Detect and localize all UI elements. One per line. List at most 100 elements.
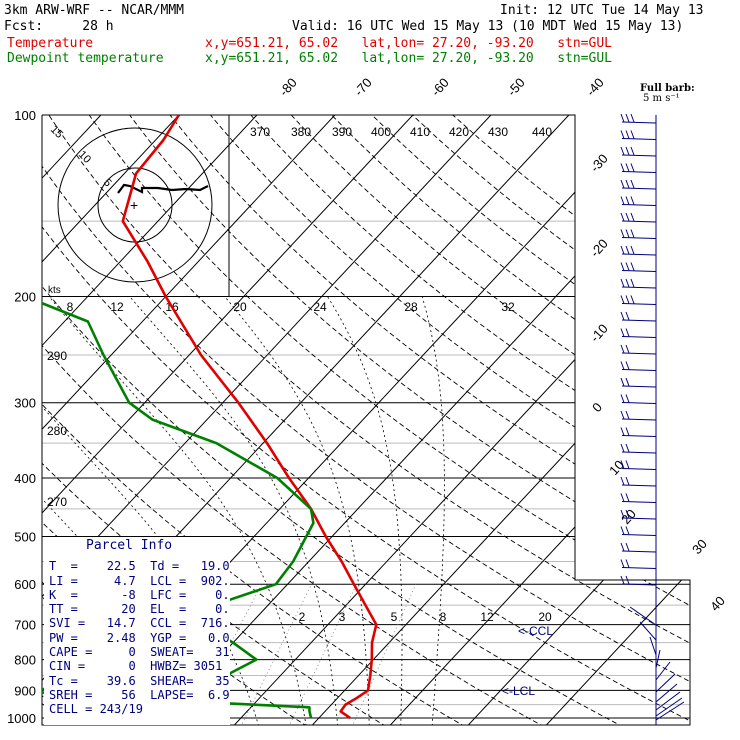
hodograph-ring-label: 15	[48, 124, 65, 141]
theta-label: 440	[532, 125, 552, 139]
parcel-info-row: CAPE = 0 SWEAT= 31	[49, 645, 230, 660]
mixing-ratio-label: 12	[480, 610, 494, 624]
theta-label: 370	[250, 125, 270, 139]
init-time: Init: 12 UTC Tue 14 May 13	[500, 3, 704, 18]
hodograph-speed-label: 28	[404, 300, 418, 314]
isotherm-label: -80	[276, 75, 300, 99]
wind-barb	[649, 636, 657, 656]
hodograph-center: +	[130, 197, 138, 213]
wind-barb	[620, 493, 657, 503]
theta-label: 390	[332, 125, 352, 139]
mixing-ratio-line	[349, 584, 417, 725]
ccl-annotation: <-CCL	[518, 624, 553, 638]
isotherm-line	[42, 115, 336, 725]
dry-adiabat-line	[42, 115, 552, 725]
hodograph-speed-label: 12	[110, 300, 124, 314]
wind-barb	[629, 606, 657, 626]
mixing-ratio-label: 20	[538, 610, 552, 624]
hodograph-unit-label: kts	[48, 285, 61, 296]
isotherm-line	[42, 115, 180, 725]
moist-adiabat-line	[327, 296, 403, 725]
theta-side-label: 280	[47, 424, 67, 438]
theta-label: 380	[291, 125, 311, 139]
wind-barb	[620, 344, 657, 355]
wind-barb	[655, 701, 685, 721]
theta-label: 420	[449, 125, 469, 139]
wind-barb	[620, 163, 657, 173]
isotherm-line	[150, 115, 690, 725]
theta-side-label: 290	[47, 349, 67, 363]
isotherm-label: -50	[504, 75, 528, 99]
isotherm-label: 40	[707, 593, 728, 614]
wind-barb	[620, 196, 657, 206]
pressure-label: 300	[14, 396, 36, 411]
legend-dewpoint-info: x,y=651.21, 65.02 lat,lon= 27.20, -93.20…	[205, 51, 612, 66]
pressure-label: 200	[14, 290, 36, 305]
dry-adiabat-line	[129, 115, 690, 725]
valid-time: Valid: 16 UTC Wed 15 May 13 (10 MDT Wed …	[292, 19, 684, 34]
dry-adiabat-line	[250, 115, 690, 725]
barb-scale-title: Full barb:	[640, 83, 695, 94]
temperature-trace	[121, 115, 378, 720]
wind-barb	[655, 691, 681, 711]
hodograph-speed-label: 24	[313, 300, 327, 314]
hodograph-ring-label: 10	[76, 149, 93, 166]
isotherm-label: 0	[589, 400, 605, 415]
wind-barb	[620, 427, 657, 437]
mixing-ratio-label: 3	[339, 610, 346, 624]
wind-barb	[639, 621, 657, 641]
wind-barb	[620, 460, 657, 470]
parcel-info-row: PW = 2.48 YGP = 0.0	[49, 630, 230, 645]
parcel-info-panel: Parcel Info T = 22.5 Td = 19.0 LI = 4.7 L…	[44, 537, 230, 725]
isotherm-label: -40	[583, 75, 607, 99]
legend-temperature-label: Temperature	[7, 36, 94, 51]
wind-barb	[620, 509, 657, 520]
legend-dewpoint-label: Dewpoint temperature	[7, 51, 164, 66]
wind-barb	[620, 245, 657, 256]
parcel-info-row: CIN = 0 HWBZ= 3051	[49, 659, 223, 674]
parcel-info-row: SVI = 14.7 CCL = 716.	[49, 616, 230, 631]
wind-barb	[620, 113, 657, 124]
dry-adiabat-line	[42, 115, 631, 725]
wind-barb	[620, 542, 657, 553]
hodograph-speed-label: 20	[233, 300, 247, 314]
wind-barb	[620, 179, 657, 190]
wind-barb	[655, 649, 661, 669]
wind-barb	[620, 443, 657, 454]
parcel-info-title: Parcel Info	[86, 538, 173, 553]
wind-barb	[620, 526, 657, 536]
moist-adiabat-line	[421, 296, 445, 725]
hodograph-ring	[57, 127, 213, 283]
legend-temperature-info: x,y=651.21, 65.02 lat,lon= 27.20, -93.20…	[205, 36, 612, 51]
dry-adiabat-line	[42, 115, 473, 725]
mixing-ratio-line	[238, 584, 312, 725]
dry-adiabat-line	[371, 115, 690, 725]
mixing-ratio-label: 8	[440, 610, 447, 624]
wind-barb	[620, 130, 657, 140]
wind-barb	[620, 311, 657, 322]
pressure-label: 800	[14, 653, 36, 668]
isotherm-line	[462, 115, 690, 725]
parcel-info-row: Tc = 39.6 SHEAR= 35	[49, 673, 230, 688]
wind-barb	[620, 575, 657, 586]
wind-barb	[655, 697, 683, 717]
pressure-label: 900	[14, 683, 36, 698]
isotherm-line	[42, 115, 258, 725]
isotherm-label: -60	[428, 75, 452, 99]
isotherm-label: -70	[351, 75, 375, 99]
wind-barb	[620, 377, 657, 388]
dry-adiabat-line	[42, 115, 690, 725]
isotherm-line	[228, 115, 690, 725]
wind-barb	[655, 683, 678, 703]
barb-scale-unit: 5 m s⁻¹	[643, 93, 680, 104]
hodograph-speed-label: 8	[67, 300, 74, 314]
parcel-info-row: CELL = 243/19	[49, 702, 143, 717]
pressure-label: 500	[14, 529, 36, 544]
model-title: 3km ARW-WRF -- NCAR/MMM	[4, 3, 185, 18]
dry-adiabat-line	[452, 115, 690, 725]
parcel-info-row: LI = 4.7 LCL = 902.	[49, 573, 230, 588]
isotherm-label: 30	[689, 536, 710, 557]
hodograph-speed-label: 32	[501, 300, 515, 314]
parcel-info-row: TT = 20 EL = 0.	[49, 602, 230, 617]
wind-barb	[620, 410, 657, 421]
